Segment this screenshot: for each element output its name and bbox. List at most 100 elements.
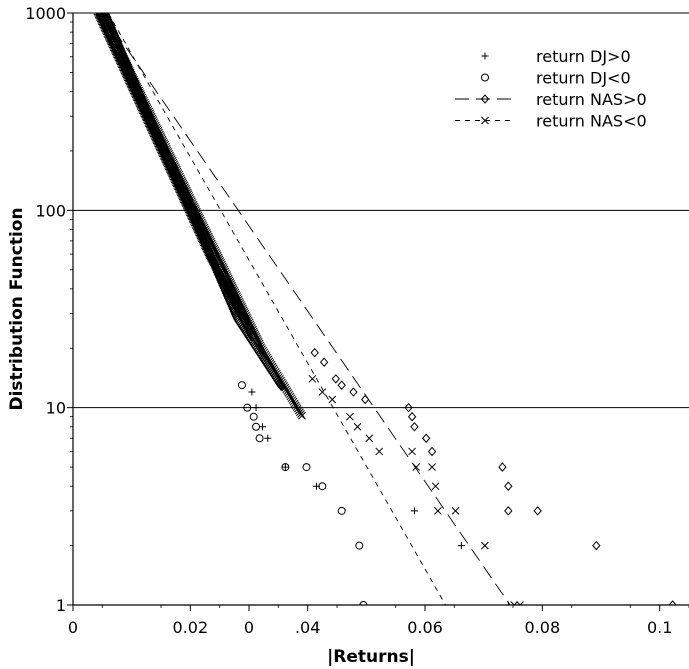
data-point: [268, 362, 277, 371]
legend-marker: [481, 52, 489, 60]
data-point: [277, 376, 285, 385]
y-axis-title: Distribution Function: [7, 207, 27, 410]
x-tick-label: 0: [68, 618, 78, 637]
data-point: [349, 387, 358, 397]
data-point: [243, 403, 252, 412]
data-point: [319, 357, 329, 367]
data-point: [248, 388, 256, 396]
data-point: [262, 352, 271, 360]
data-point: [308, 374, 317, 383]
data-point: [280, 382, 289, 390]
data-point: [510, 601, 519, 605]
data-point: [353, 422, 362, 431]
legend-marker: [480, 94, 490, 104]
data-point: [408, 447, 416, 456]
data-point: [290, 399, 299, 408]
legend-item: return NAS<0: [455, 112, 647, 131]
legend-marker: [481, 116, 489, 125]
y-tick-label: 1000: [25, 4, 66, 23]
y-ticks: 1 10 100 1000: [25, 4, 73, 615]
data-point: [92, 13, 100, 17]
data-point: [434, 506, 442, 515]
data-point: [431, 482, 440, 491]
data-point: [258, 423, 266, 431]
data-point: [337, 380, 346, 390]
legend-label: return DJ<0: [536, 69, 631, 88]
legend-item: return DJ>0: [481, 47, 631, 66]
data-point: [410, 507, 418, 515]
series-return-dj-0: [92, 13, 512, 605]
data-point: [265, 357, 274, 366]
data-point: [668, 600, 677, 605]
data-point: [282, 385, 291, 394]
data-point: [422, 433, 431, 443]
data-point: [318, 482, 327, 491]
data-point: [407, 411, 417, 422]
data-point: [504, 506, 513, 516]
data-point: [258, 345, 267, 353]
data-point: [410, 422, 419, 432]
x-tick-label: 0.1: [647, 618, 672, 637]
data-point: [480, 541, 489, 550]
data-point: [259, 346, 268, 355]
legend-item: return NAS>0: [455, 90, 647, 109]
data-point: [283, 387, 292, 396]
data-point: [516, 601, 524, 605]
data-point: [281, 463, 290, 472]
data-point: [252, 404, 260, 412]
data-point: [533, 506, 542, 516]
data-point: [360, 394, 370, 405]
data-point: [270, 366, 279, 374]
data-point: [267, 360, 276, 369]
legend-label: return NAS>0: [536, 90, 647, 109]
data-point: [292, 403, 301, 411]
data-point: [237, 381, 246, 390]
fit-line: [107, 13, 446, 605]
data-point: [428, 463, 436, 471]
data-point: [260, 348, 269, 357]
legend-label: return DJ>0: [536, 47, 631, 66]
axes: [72, 13, 689, 606]
data-point: [281, 463, 289, 471]
data-point: [275, 373, 283, 381]
x-tick-label: .04: [295, 618, 320, 637]
legend: return DJ>0 return DJ<0 return NAS>0 return…: [455, 47, 647, 131]
data-point: [346, 412, 354, 421]
data-point: [263, 353, 272, 362]
data-point: [255, 434, 264, 443]
grid-lines: [73, 12, 689, 409]
data-point: [289, 397, 298, 406]
data-point: [264, 355, 273, 364]
data-point: [427, 446, 437, 457]
data-point: [287, 394, 296, 403]
data-point: [318, 388, 327, 396]
data-point: [264, 434, 272, 442]
data-point: [252, 422, 261, 431]
legend-marker: [481, 73, 489, 82]
data-point: [302, 463, 311, 472]
legend-label: return NAS<0: [536, 112, 647, 131]
x-axis-title: |Returns|: [327, 647, 415, 667]
data-point: [359, 601, 368, 605]
data-point: [592, 540, 601, 551]
data-point: [271, 367, 280, 376]
series-return-nas-0: [101, 13, 677, 605]
data-point: [276, 374, 284, 383]
data-point: [298, 411, 306, 420]
data-point: [284, 389, 293, 397]
data-point: [310, 347, 319, 358]
y-tick-label: 1: [56, 596, 66, 615]
data-point: [457, 542, 465, 550]
data-point: [286, 392, 295, 401]
data-point: [328, 395, 337, 404]
data-point: [257, 343, 266, 352]
y-tick-label: 10: [46, 399, 66, 418]
data-point: [279, 380, 287, 388]
x-tick-label: 0.08: [525, 618, 561, 637]
data-point: [412, 463, 421, 471]
data-point: [355, 541, 364, 550]
data-point: [504, 481, 513, 491]
data-point: [281, 383, 290, 392]
